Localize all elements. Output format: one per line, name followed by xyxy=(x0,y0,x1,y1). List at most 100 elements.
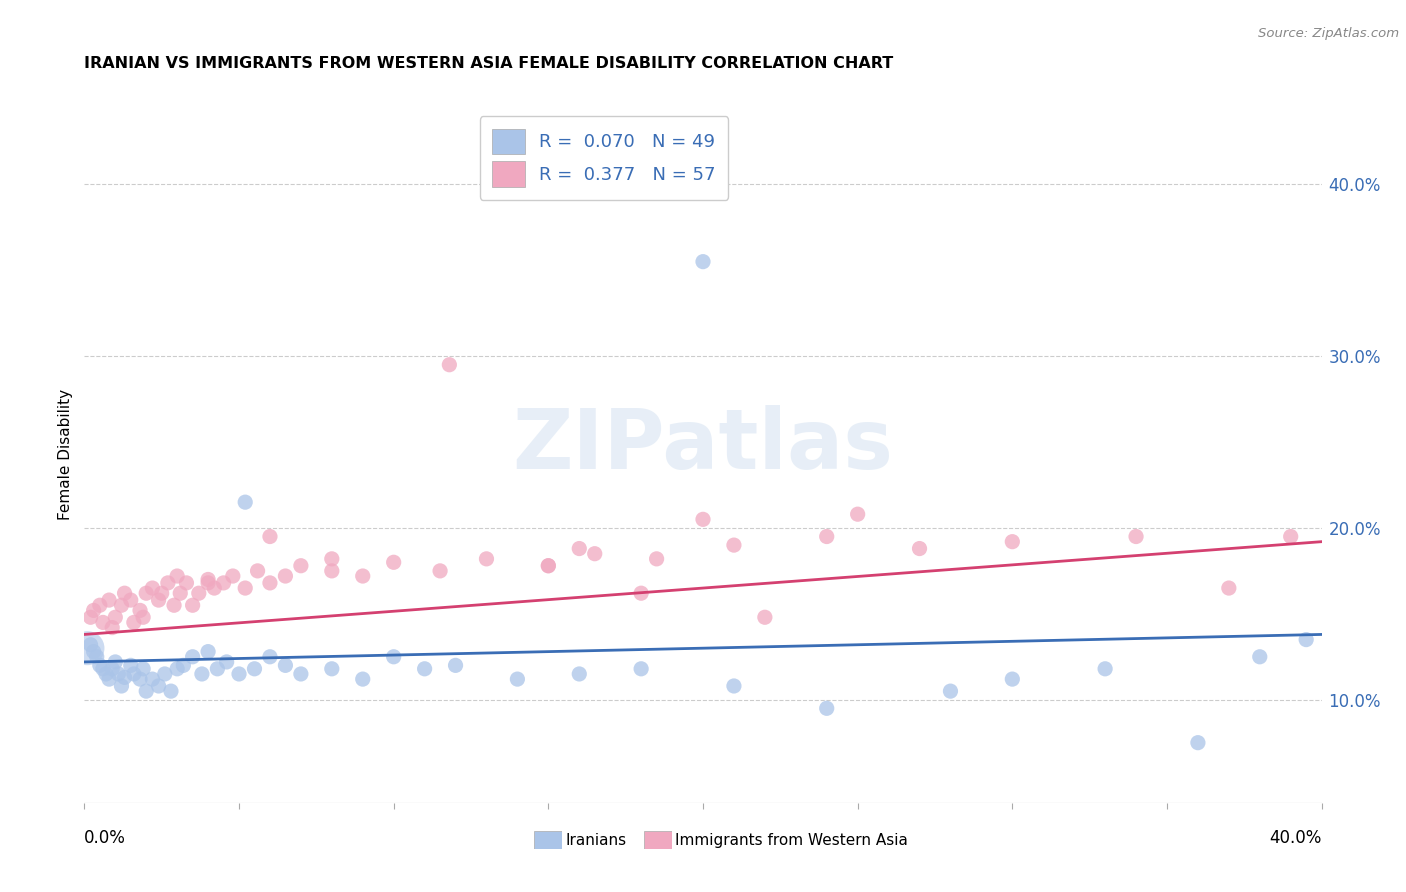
Point xyxy=(150,586,173,600)
Point xyxy=(181,599,204,613)
Point xyxy=(172,658,194,673)
Point xyxy=(321,662,343,676)
Point xyxy=(568,541,591,556)
Point xyxy=(104,655,127,669)
Point xyxy=(122,667,145,681)
Point xyxy=(321,552,343,566)
Point xyxy=(290,667,312,681)
Point xyxy=(110,599,132,613)
Point xyxy=(202,581,225,595)
Point xyxy=(197,575,219,590)
Point xyxy=(187,586,209,600)
Point xyxy=(321,564,343,578)
Point xyxy=(723,538,745,552)
Point xyxy=(166,569,188,583)
Point xyxy=(153,667,176,681)
Point xyxy=(91,615,114,630)
Point xyxy=(723,679,745,693)
Point xyxy=(110,679,132,693)
Point xyxy=(274,658,297,673)
Y-axis label: Female Disability: Female Disability xyxy=(58,389,73,521)
Text: Immigrants from Western Asia: Immigrants from Western Asia xyxy=(675,833,908,847)
Point xyxy=(233,495,256,509)
Point xyxy=(583,547,606,561)
Point xyxy=(259,529,281,543)
Point xyxy=(207,662,229,676)
Point xyxy=(191,667,214,681)
Point xyxy=(506,672,529,686)
Point xyxy=(148,593,170,607)
Point xyxy=(1249,649,1271,664)
Point xyxy=(114,586,136,600)
Point xyxy=(215,655,238,669)
Point xyxy=(156,575,179,590)
Point xyxy=(259,649,281,664)
Point xyxy=(243,662,266,676)
Point xyxy=(135,586,157,600)
Point xyxy=(259,575,281,590)
Point xyxy=(645,552,668,566)
Text: IRANIAN VS IMMIGRANTS FROM WESTERN ASIA FEMALE DISABILITY CORRELATION CHART: IRANIAN VS IMMIGRANTS FROM WESTERN ASIA … xyxy=(84,56,894,71)
Point xyxy=(233,581,256,595)
Point xyxy=(98,672,121,686)
Point xyxy=(846,507,869,521)
Point xyxy=(132,610,155,624)
Text: ZIPatlas: ZIPatlas xyxy=(513,406,893,486)
Point xyxy=(352,672,374,686)
Point xyxy=(79,638,101,652)
Point xyxy=(197,645,219,659)
Point xyxy=(537,558,560,573)
Point xyxy=(815,701,838,715)
Point xyxy=(148,679,170,693)
Point xyxy=(429,564,451,578)
Point xyxy=(91,662,114,676)
Point xyxy=(79,610,101,624)
Point xyxy=(274,569,297,583)
Point xyxy=(1279,529,1302,543)
Point xyxy=(568,667,591,681)
Legend: R =  0.070   N = 49, R =  0.377   N = 57: R = 0.070 N = 49, R = 0.377 N = 57 xyxy=(479,116,728,200)
Point xyxy=(222,569,245,583)
Point xyxy=(246,564,269,578)
Point xyxy=(382,555,405,569)
Point xyxy=(76,641,98,656)
Text: Source: ZipAtlas.com: Source: ZipAtlas.com xyxy=(1258,27,1399,40)
Point xyxy=(83,645,105,659)
Point xyxy=(83,603,105,617)
Point xyxy=(197,573,219,587)
Point xyxy=(122,615,145,630)
Text: Iranians: Iranians xyxy=(565,833,626,847)
Point xyxy=(212,575,235,590)
Point xyxy=(228,667,250,681)
Point xyxy=(141,581,163,595)
Point xyxy=(290,558,312,573)
Point xyxy=(630,662,652,676)
Point xyxy=(129,672,152,686)
Point xyxy=(98,593,121,607)
Point xyxy=(630,586,652,600)
Point xyxy=(86,649,108,664)
Point xyxy=(120,658,142,673)
Point xyxy=(94,667,117,681)
Point xyxy=(160,684,183,698)
Point xyxy=(114,670,136,684)
Point xyxy=(107,667,129,681)
Point xyxy=(101,662,124,676)
Point xyxy=(181,649,204,664)
Point xyxy=(692,512,714,526)
Point xyxy=(169,586,191,600)
Point xyxy=(444,658,467,673)
Text: 40.0%: 40.0% xyxy=(1270,829,1322,847)
Point xyxy=(939,684,962,698)
Point xyxy=(754,610,776,624)
Text: 0.0%: 0.0% xyxy=(84,829,127,847)
Point xyxy=(132,662,155,676)
Point xyxy=(120,593,142,607)
Point xyxy=(382,649,405,664)
Point xyxy=(1295,632,1317,647)
Point xyxy=(352,569,374,583)
Point xyxy=(176,575,198,590)
Point xyxy=(692,254,714,268)
Point xyxy=(101,621,124,635)
Point xyxy=(1187,736,1209,750)
